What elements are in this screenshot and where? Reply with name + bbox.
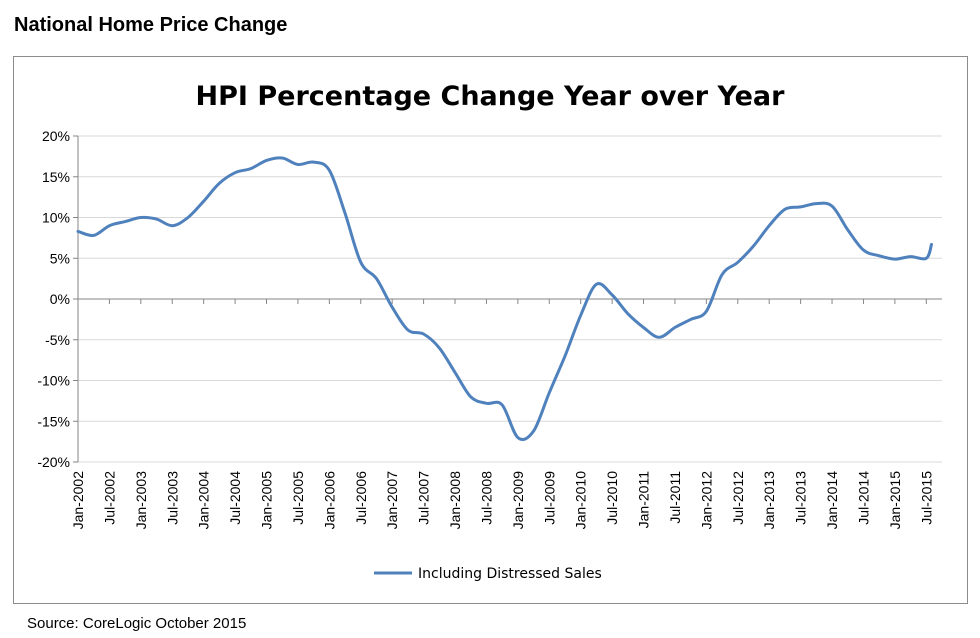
x-tick-label: Jul-2004	[227, 471, 243, 525]
x-tick-label: Jan-2008	[447, 471, 463, 530]
y-tick-label: 15%	[42, 169, 70, 185]
hpi-line-chart: HPI Percentage Change Year over Year 20%…	[37, 81, 942, 582]
x-tick-label: Jul-2007	[416, 471, 432, 525]
x-tick-label: Jan-2006	[321, 471, 337, 530]
x-tick-label: Jul-2008	[478, 471, 494, 525]
x-tick-label: Jul-2015	[918, 471, 934, 525]
x-tick-label: Jan-2011	[636, 471, 652, 529]
legend: Including Distressed Sales	[374, 566, 602, 582]
chart-frame: HPI Percentage Change Year over Year 20%…	[13, 56, 968, 604]
x-tick-label: Jan-2005	[259, 471, 275, 530]
page-title: National Home Price Change	[14, 14, 288, 36]
x-tick-label: Jul-2013	[793, 471, 809, 525]
x-tick-label: Jul-2006	[353, 471, 369, 525]
x-tick-label: Jan-2003	[133, 471, 149, 530]
x-tick-label: Jan-2012	[698, 471, 714, 530]
x-tick-label: Jan-2010	[573, 471, 589, 530]
x-tick-label: Jul-2003	[164, 471, 180, 525]
y-tick-label: 0%	[50, 291, 70, 307]
y-tick-label: -15%	[37, 413, 70, 429]
y-tick-label: 5%	[50, 250, 70, 266]
chart-title: HPI Percentage Change Year over Year	[196, 81, 786, 112]
y-tick-label: 10%	[42, 210, 70, 226]
x-tick-label: Jan-2013	[761, 471, 777, 530]
x-tick-label: Jul-2010	[604, 471, 620, 525]
series-layer	[76, 156, 933, 441]
y-tick-label: -20%	[37, 454, 70, 470]
legend-label: Including Distressed Sales	[418, 566, 602, 582]
x-tick-label: Jan-2009	[510, 471, 526, 530]
x-tick-label: Jan-2002	[70, 471, 86, 530]
series-line-including-distressed-sales	[76, 156, 933, 441]
y-tick-label: 20%	[42, 128, 70, 144]
x-tick-label: Jan-2014	[824, 471, 840, 530]
y-tick-label: -5%	[45, 332, 70, 348]
x-tick-label: Jul-2012	[730, 471, 746, 525]
x-tick-label: Jul-2002	[101, 471, 117, 525]
source-note: Source: CoreLogic October 2015	[27, 615, 247, 632]
x-tick-label: Jan-2007	[384, 471, 400, 530]
x-tick-label: Jul-2011	[667, 471, 683, 524]
x-tick-label: Jan-2015	[887, 471, 903, 530]
x-tick-label: Jan-2004	[196, 471, 212, 530]
x-tick-label: Jul-2009	[541, 471, 557, 525]
x-tick-label: Jul-2014	[855, 471, 871, 525]
y-tick-label: -10%	[37, 373, 70, 389]
x-tick-label: Jul-2005	[290, 471, 306, 525]
axes: 20% 15% 10% 5% 0% -5% -10% -15% -20%Jan-2002 Jul-…	[37, 128, 942, 529]
